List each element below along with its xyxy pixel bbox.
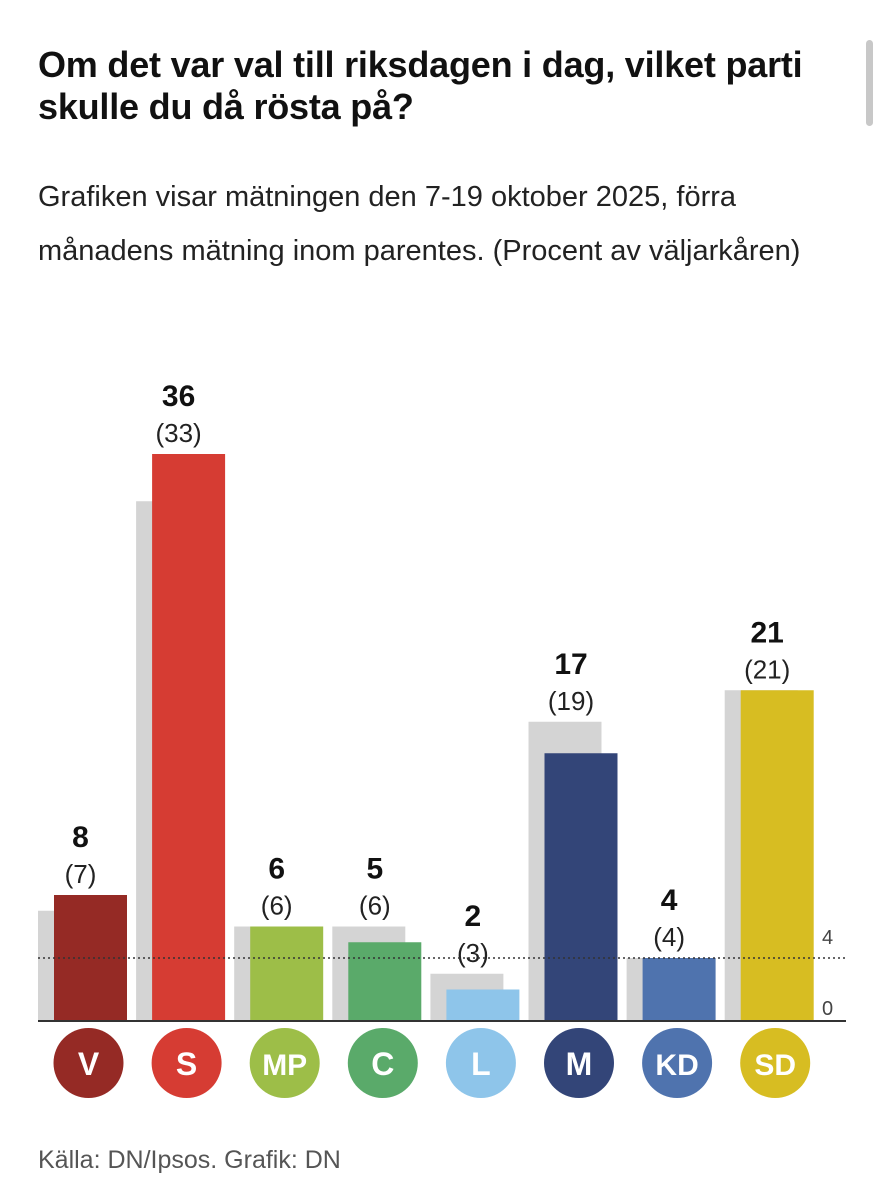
previous-label-v: (7) [65,859,97,889]
y-tick-label-4: 4 [822,927,833,949]
party-label-mp: MP [262,1049,307,1082]
party-badge-kd [642,1028,713,1098]
party-label-sd: SD [754,1049,796,1082]
previous-label-sd: (21) [744,654,790,684]
bar-current-c [348,942,422,1021]
scrollbar-thumb[interactable] [866,40,873,126]
bar-current-l [446,989,520,1021]
bar-current-sd [740,690,814,1021]
party-label-l: L [471,1046,491,1082]
party-badge-c [347,1028,418,1098]
value-label-kd: 4 [661,884,678,917]
party-badge-s [151,1028,222,1098]
party-badge-m [544,1028,614,1098]
bar-current-kd [642,958,716,1021]
bar-chart: 8 (7) V 36 (33) S 6 (6) MP 5 (6) C 2 (3) L 17 (19) M 4 (4) K… [38,380,846,1098]
value-label-m: 17 [554,648,587,681]
previous-label-l: (3) [457,938,489,968]
chart-title: Om det var val till riksdagen i dag, vil… [38,44,803,127]
previous-label-m: (19) [548,686,594,716]
value-label-c: 5 [366,853,383,886]
party-badge-l [445,1028,516,1098]
bar-current-m [544,753,618,1021]
party-label-v: V [78,1046,100,1082]
party-badge-sd [740,1028,811,1098]
value-label-sd: 21 [751,616,784,649]
party-label-m: M [566,1046,593,1082]
value-label-l: 2 [465,900,482,933]
party-label-c: C [371,1046,394,1082]
chart-subtitle: Grafiken visar mätningen den 7-19 oktobe… [38,181,801,267]
party-label-kd: KD [655,1049,698,1082]
previous-label-kd: (4) [653,922,685,952]
value-label-s: 36 [162,380,195,413]
party-badge-mp [249,1028,320,1098]
previous-label-mp: (6) [261,891,293,921]
previous-label-s: (33) [155,418,201,448]
value-label-v: 8 [72,821,89,854]
party-badge-v [53,1028,124,1098]
bar-current-s [152,454,226,1021]
party-label-s: S [176,1046,197,1082]
y-tick-label-0: 0 [822,998,833,1020]
previous-label-c: (6) [359,891,391,921]
bar-current-mp [250,926,324,1021]
value-label-mp: 6 [268,853,285,886]
chart-source: Källa: DN/Ipsos. Grafik: DN [38,1146,341,1174]
